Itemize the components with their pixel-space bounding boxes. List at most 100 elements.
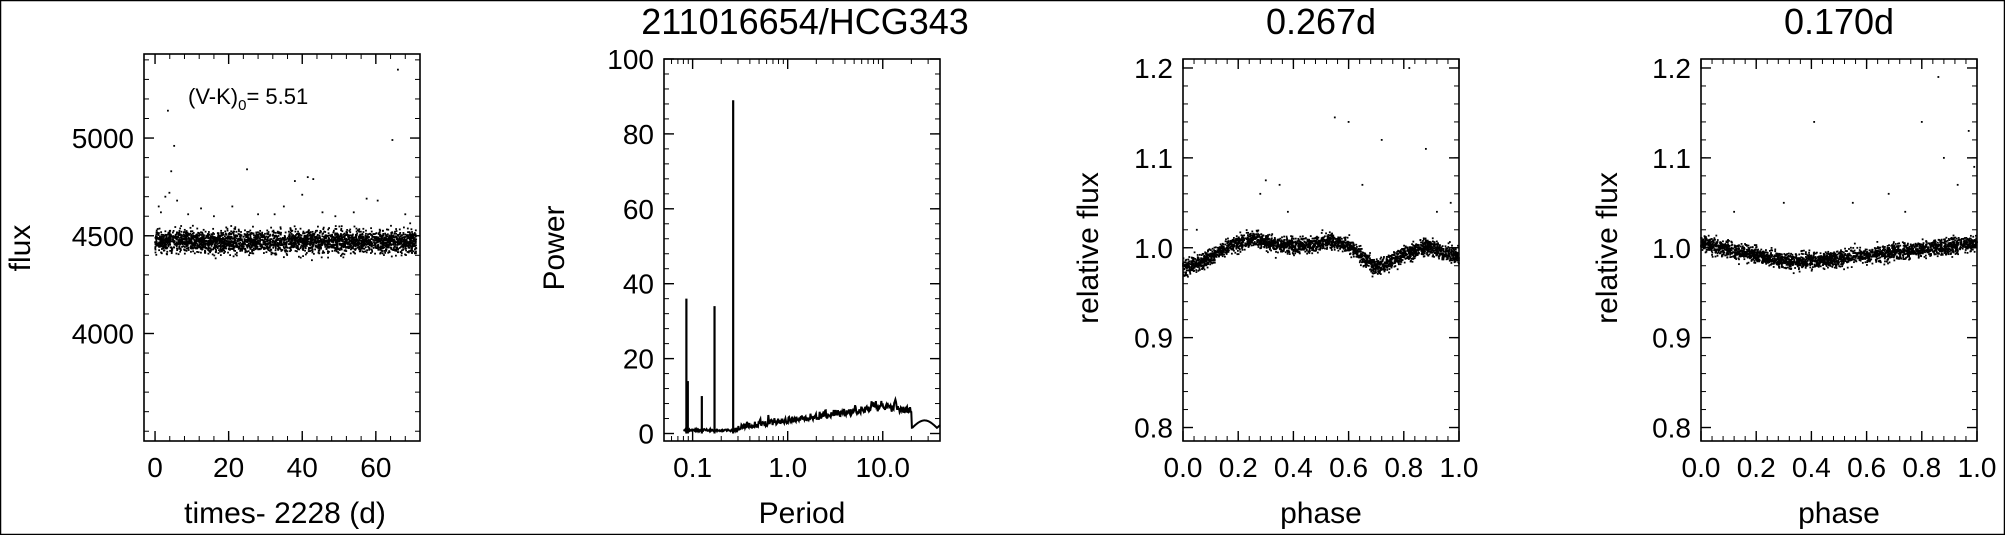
flux-data-point <box>161 235 164 238</box>
phase-fold-1-point <box>1311 252 1314 255</box>
phase-fold-1-point <box>1195 263 1198 266</box>
flux-data-point <box>159 243 162 246</box>
flux-data-point <box>386 235 389 238</box>
flux-data-point <box>252 232 255 235</box>
flux-data-point <box>293 238 296 241</box>
flux-data-point <box>244 229 246 232</box>
flux-data-point <box>407 245 410 248</box>
flux-data-point <box>325 239 328 242</box>
flux-data-point <box>288 233 291 236</box>
flux-data-point <box>264 238 266 241</box>
flux-data-point <box>364 250 367 253</box>
phase-fold-1-point <box>1295 243 1298 246</box>
flux-data-point <box>305 245 308 247</box>
flux-data-point <box>320 239 323 242</box>
flux-data-point <box>327 234 330 237</box>
flux-data-point <box>414 241 417 244</box>
phase-fold-1-point <box>1230 242 1233 245</box>
flux-data-point <box>207 245 210 247</box>
flux-data-point <box>274 249 277 252</box>
flux-data-point <box>269 246 271 249</box>
flux-data-point <box>208 240 210 243</box>
flux-data-point <box>213 233 215 235</box>
flux-data-point <box>156 236 158 239</box>
flux-data-point <box>383 244 386 246</box>
phase-fold-1-point <box>1286 237 1288 240</box>
flux-data-point <box>176 243 179 245</box>
phase-fold-1-point <box>1407 251 1410 254</box>
flux-data-point <box>161 248 163 250</box>
flux-outlier-point <box>157 205 160 208</box>
flux-data-point <box>404 245 407 248</box>
flux-data-point <box>212 246 215 249</box>
flux-data-point <box>335 239 337 241</box>
flux-data-point <box>365 251 368 254</box>
flux-data-point <box>226 229 229 232</box>
flux-data-point <box>340 254 342 257</box>
phase-fold-1-point <box>1388 265 1390 268</box>
flux-data-point <box>190 230 192 233</box>
flux-data-point <box>222 233 225 236</box>
flux-data-point <box>377 248 380 251</box>
phase-fold-1-point <box>1304 250 1307 253</box>
flux-data-point <box>343 232 346 235</box>
flux-data-point <box>160 245 163 248</box>
flux-data-point <box>166 253 168 256</box>
flux-data-point <box>346 229 349 231</box>
flux-data-point <box>360 239 363 242</box>
flux-data-point <box>210 236 213 239</box>
phase-fold-1-point <box>1184 274 1187 277</box>
flux-data-point <box>164 243 166 246</box>
flux-data-point <box>360 242 363 245</box>
flux-data-point <box>234 253 237 256</box>
flux-data-point <box>269 243 272 246</box>
flux-data-point <box>279 227 282 230</box>
phase-fold-1-point <box>1371 275 1374 278</box>
flux-data-point <box>270 249 273 251</box>
flux-data-point <box>402 232 405 234</box>
flux-data-point <box>254 245 257 248</box>
phase-fold-1-point <box>1288 239 1290 242</box>
flux-data-point <box>245 234 248 236</box>
flux-data-point <box>368 232 371 235</box>
flux-data-point <box>340 248 343 251</box>
flux-data-point <box>371 249 373 252</box>
flux-data-point <box>241 249 243 252</box>
flux-data-point <box>168 239 170 242</box>
flux-data-point <box>186 244 189 247</box>
flux-data-point <box>395 248 398 251</box>
flux-data-point <box>323 230 326 233</box>
flux-data-point <box>191 230 194 233</box>
flux-data-point <box>227 233 230 235</box>
phase-fold-1-point <box>1260 244 1263 247</box>
flux-data-point <box>270 226 273 229</box>
flux-data-point <box>227 251 229 254</box>
flux-data-point <box>204 237 207 240</box>
flux-data-point <box>269 249 271 252</box>
flux-data-point <box>322 238 324 241</box>
flux-data-point <box>234 234 237 237</box>
flux-data-point <box>327 238 330 240</box>
phase-fold-1-point <box>1249 242 1252 245</box>
flux-data-point <box>199 239 201 242</box>
flux-data-point <box>297 242 300 245</box>
flux-outlier-point <box>293 180 296 182</box>
flux-data-point <box>352 242 355 245</box>
flux-data-point <box>372 247 375 249</box>
phase-fold-1-point <box>1353 246 1356 249</box>
flux-data-point <box>289 227 292 230</box>
flux-data-point <box>342 239 344 241</box>
flux-data-point <box>315 235 318 238</box>
flux-data-point <box>329 243 332 246</box>
flux-data-point <box>387 239 390 242</box>
phase-fold-1-point <box>1349 252 1352 255</box>
phase-fold-1-point <box>1316 237 1319 240</box>
flux-data-point <box>313 240 316 243</box>
phase-fold-1-point <box>1237 245 1240 248</box>
flux-data-point <box>218 240 221 243</box>
phase-fold-1-point <box>1200 264 1202 267</box>
phase-fold-1-point <box>1447 252 1450 255</box>
flux-data-point <box>286 250 289 253</box>
flux-data-point <box>355 234 358 237</box>
